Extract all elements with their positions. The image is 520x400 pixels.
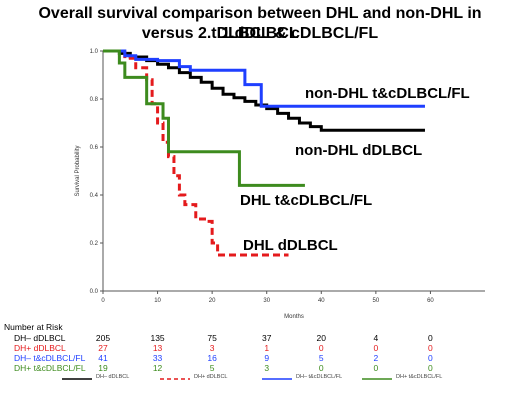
risk-value: 0 [428, 333, 433, 343]
series-annotation-non-dhl-ddlbcl: non-DHL dDLBCL [295, 142, 422, 159]
risk-value: 16 [207, 353, 217, 363]
risk-row-label: DH+ t&cDLBCL/FL [14, 363, 86, 373]
x-tick-label: 0 [101, 298, 105, 304]
series-annotation-non-dhl-t-cdlbcl-fl: non-DHL t&cDLBCL/FL [305, 85, 470, 102]
legend: DH– dDLBCL DH+ dDLBCL DH– t&cDLBCL/FL DH+ t… [0, 373, 520, 387]
chart-title: Overall survival comparison between DHL … [38, 5, 482, 42]
x-tick-label: 40 [318, 298, 325, 304]
series-annotation-dhl-t-cdlbcl-fl: DHL t&cDLBCL/FL [240, 192, 372, 209]
risk-value: 0 [373, 343, 379, 353]
risk-value: 13 [152, 343, 163, 353]
risk-value: 19 [98, 363, 108, 373]
risk-row-label: DH– dDLBCL [14, 333, 66, 343]
legend-swatch [362, 378, 392, 380]
x-tick-label: 10 [154, 298, 161, 304]
x-tick-label: 20 [209, 298, 216, 304]
y-tick-label: 0.8 [90, 97, 99, 103]
risk-row: DH– dDLBCL 205 135 75 37 20 4 0 [0, 333, 520, 344]
risk-value: 3 [209, 343, 215, 353]
series-line-non-dhl-t-cdlbcl-fl [103, 49, 425, 108]
y-tick-label: 0.4 [90, 193, 99, 199]
series-line-dhl-ddlbcl [103, 49, 289, 257]
y-tick-label: 0.6 [90, 145, 99, 151]
risk-value: 0 [428, 343, 433, 353]
legend-label: DH– dDLBCL [96, 374, 130, 380]
series-line-dhl-t-cdlbcl-fl [103, 49, 305, 187]
risk-row: DH– t&cDLBCL/FL 41 33 16 9 5 2 0 [0, 353, 520, 364]
risk-value: 0 [373, 363, 379, 373]
y-tick-label: 0.0 [90, 289, 99, 295]
risk-row: DH+ t&cDLBCL/FL 19 12 5 3 0 0 0 [0, 363, 520, 374]
legend-label: DH+ t&cDLBCL/FL [396, 374, 443, 380]
risk-value: 0 [318, 363, 324, 373]
risk-value: 12 [152, 363, 163, 373]
risk-value: 20 [316, 333, 327, 343]
risk-value: 135 [150, 333, 165, 343]
risk-value: 9 [264, 353, 270, 363]
x-tick-label: 50 [373, 298, 380, 304]
chart-subtitle: versus 2.tDLBCL & cDLBCL/FL [141, 25, 379, 42]
legend-swatch [262, 378, 292, 380]
y-axis-label: Survival Probability [75, 145, 81, 196]
risk-row-label: DH+ dDLBCL [14, 343, 66, 353]
risk-value: 0 [318, 343, 324, 353]
risk-value: 4 [373, 333, 379, 343]
risk-value: 5 [209, 363, 215, 373]
y-tick-label: 1.0 [90, 49, 99, 55]
risk-value: 0 [428, 363, 433, 373]
legend-label: DH+ dDLBCL [194, 374, 228, 380]
risk-value: 41 [98, 353, 108, 363]
y-tick-label: 0.2 [90, 241, 99, 247]
risk-row-label: DH– t&cDLBCL/FL [14, 353, 86, 363]
risk-value: 1 [264, 343, 270, 353]
legend-swatch [160, 378, 190, 380]
risk-value: 0 [428, 353, 433, 363]
risk-value: 3 [264, 363, 270, 373]
risk-value: 205 [95, 333, 111, 343]
risk-value: 2 [373, 353, 379, 363]
x-tick-label: 60 [427, 298, 434, 304]
series-annotation-dhl-ddlbcl: DHL dDLBCL [243, 237, 338, 254]
legend-swatch [62, 378, 92, 380]
risk-value: 75 [207, 333, 217, 343]
risk-value: 37 [261, 333, 272, 343]
risk-row: DH+ dDLBCL 27 13 3 1 0 0 0 [0, 343, 520, 354]
x-tick-label: 30 [263, 298, 270, 304]
x-axis-label: Months [284, 314, 304, 320]
risk-value: 33 [152, 353, 163, 363]
legend-label: DH– t&cDLBCL/FL [296, 374, 343, 380]
risk-value: 27 [98, 343, 108, 353]
risk-table-title: Number at Risk [4, 322, 63, 332]
risk-value: 5 [318, 353, 324, 363]
